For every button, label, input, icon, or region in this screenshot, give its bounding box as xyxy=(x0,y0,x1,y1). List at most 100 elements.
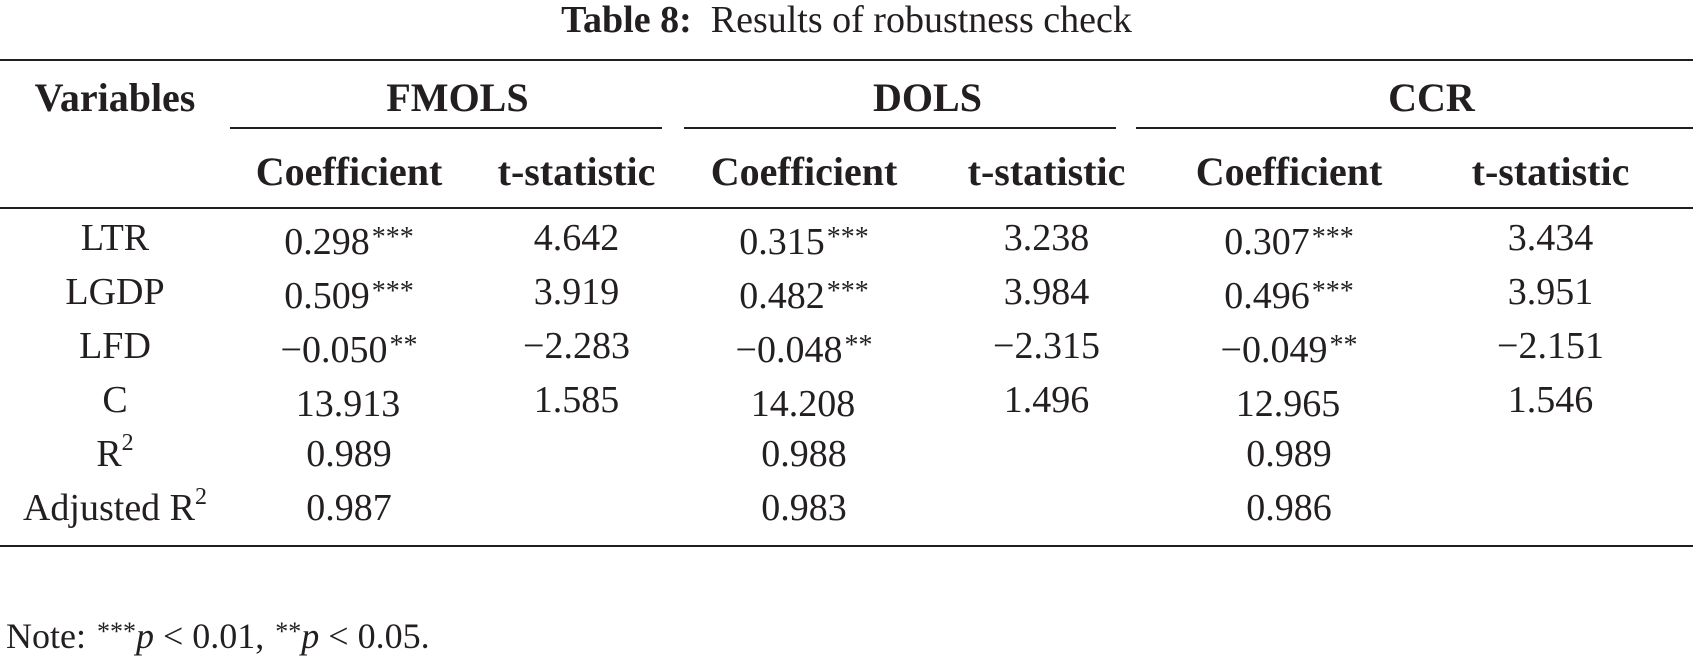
tstat-cell: 3.238 xyxy=(923,216,1170,260)
note-stars: *** xyxy=(96,617,136,646)
coefficient-cell: 14.208 xyxy=(685,378,923,426)
tstat-cell: 1.546 xyxy=(1408,378,1693,422)
cell-value: 3.434 xyxy=(1507,217,1594,259)
tstat-cell: −2.151 xyxy=(1408,324,1693,368)
table-caption: Table 8: Results of robustness check xyxy=(0,0,1693,40)
header-group-fmols: FMOLS xyxy=(386,75,529,120)
superscript: 2 xyxy=(121,430,134,456)
superscript: 2 xyxy=(195,484,208,510)
subheader-dols-tstat: t-statistic xyxy=(967,149,1126,194)
adjusted-r-squared-value: 0.986 xyxy=(1246,487,1332,529)
cell-value: 13.913 xyxy=(295,383,401,425)
cell-value: 3.238 xyxy=(1003,217,1090,259)
header-variables: Variables xyxy=(34,75,196,120)
row-variable-label: Adjusted R2 xyxy=(0,484,230,530)
significance-stars: *** xyxy=(1311,276,1354,307)
cell-value: 0.315 xyxy=(739,221,825,263)
tstat-cell: 1.585 xyxy=(468,378,685,422)
cell-value: 4.642 xyxy=(533,217,620,259)
cell-value: 3.919 xyxy=(533,271,620,313)
adjusted-r-squared-value: 0.983 xyxy=(761,487,847,529)
significance-stars: *** xyxy=(371,276,414,307)
cell-value: 0.496 xyxy=(1224,275,1310,317)
note-threshold: < 0.05. xyxy=(319,616,430,656)
tstat-cell: 3.951 xyxy=(1408,270,1693,314)
cell-value: −2.315 xyxy=(993,325,1100,367)
cell-value: 1.496 xyxy=(1003,379,1090,421)
table-label: Table 8: xyxy=(561,0,692,41)
subheader-fmols-tstat: t-statistic xyxy=(497,149,656,194)
fit-label: R xyxy=(96,433,122,475)
cell-value: 0.482 xyxy=(739,275,825,317)
coefficient-cell: 13.913 xyxy=(230,378,468,426)
table-note: Note: ***p < 0.01, **p < 0.05. xyxy=(6,610,430,658)
top-rule xyxy=(0,59,1693,61)
note-p: p xyxy=(301,616,320,656)
header-group-dols: DOLS xyxy=(873,75,982,120)
significance-stars: ** xyxy=(389,330,418,361)
significance-stars: *** xyxy=(1311,222,1354,253)
row-variable-label: R2 xyxy=(0,430,230,476)
note-prefix: Note: xyxy=(6,616,95,656)
header-group-ccr: CCR xyxy=(1388,75,1475,120)
cell-value: 0.509 xyxy=(284,275,370,317)
cell-value: 1.585 xyxy=(533,379,620,421)
coefficient-cell: 0.482*** xyxy=(685,270,923,318)
subheader-ccr-coefficient: Coefficient xyxy=(1195,149,1383,194)
tstat-cell: 3.984 xyxy=(923,270,1170,314)
bottom-rule xyxy=(0,545,1693,547)
significance-stars: ** xyxy=(1329,330,1358,361)
coefficient-cell: 0.298*** xyxy=(230,216,468,264)
coefficient-cell: −0.050** xyxy=(230,324,468,372)
subheader-fmols-coefficient: Coefficient xyxy=(255,149,443,194)
coefficient-cell: −0.049** xyxy=(1170,324,1408,372)
coefficient-cell: −0.048** xyxy=(685,324,923,372)
cell-value: 0.298 xyxy=(284,221,370,263)
coefficient-cell: 0.315*** xyxy=(685,216,923,264)
r-squared-value: 0.989 xyxy=(1246,433,1332,475)
coefficient-cell: 0.496*** xyxy=(1170,270,1408,318)
cell-value: 0.307 xyxy=(1224,221,1310,263)
r-squared-value: 0.988 xyxy=(761,433,847,475)
cell-value: 3.984 xyxy=(1003,271,1090,313)
note-stars: ** xyxy=(275,617,302,646)
tstat-cell: 3.919 xyxy=(468,270,685,314)
cell-value: −2.283 xyxy=(523,325,630,367)
coefficient-cell: 0.509*** xyxy=(230,270,468,318)
significance-stars: *** xyxy=(826,222,869,253)
note-threshold: < 0.01, xyxy=(153,616,274,656)
coefficient-cell: 12.965 xyxy=(1170,378,1408,426)
note-p: p xyxy=(135,616,154,656)
coefficient-cell: 0.307*** xyxy=(1170,216,1408,264)
table-title: Results of robustness check xyxy=(710,0,1132,41)
fit-label: Adjusted R xyxy=(22,487,196,529)
adjusted-r-squared-value: 0.987 xyxy=(306,487,392,529)
subheader-ccr-tstat: t-statistic xyxy=(1471,149,1630,194)
tstat-cell: 4.642 xyxy=(468,216,685,260)
subheader-dols-coefficient: Coefficient xyxy=(710,149,898,194)
significance-stars: ** xyxy=(844,330,873,361)
significance-stars: *** xyxy=(826,276,869,307)
row-variable-label: LFD xyxy=(79,325,151,367)
row-variable-label: C xyxy=(102,379,128,421)
cell-value: −0.050 xyxy=(280,329,388,371)
cell-value: −2.151 xyxy=(1497,325,1604,367)
cell-value: −0.048 xyxy=(735,329,843,371)
cell-value: 1.546 xyxy=(1507,379,1594,421)
group-underline-fmols xyxy=(230,127,662,129)
cell-value: −0.049 xyxy=(1220,329,1328,371)
tstat-cell: 1.496 xyxy=(923,378,1170,422)
row-variable-label: LGDP xyxy=(65,271,165,313)
group-underline-dols xyxy=(684,127,1116,129)
tstat-cell: −2.283 xyxy=(468,324,685,368)
cell-value: 3.951 xyxy=(1507,271,1594,313)
row-variable-label: LTR xyxy=(80,217,150,259)
significance-stars: *** xyxy=(371,222,414,253)
group-underline-ccr xyxy=(1136,127,1693,129)
header-rule xyxy=(0,207,1693,209)
r-squared-value: 0.989 xyxy=(306,433,392,475)
tstat-cell: 3.434 xyxy=(1408,216,1693,260)
cell-value: 14.208 xyxy=(750,383,856,425)
tstat-cell: −2.315 xyxy=(923,324,1170,368)
